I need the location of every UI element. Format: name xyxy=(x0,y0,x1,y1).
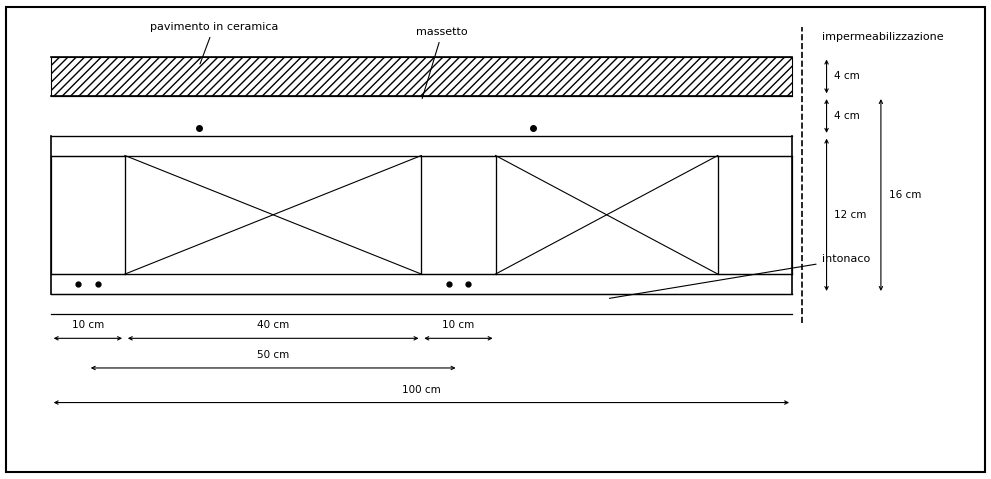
Bar xyxy=(51,156,125,274)
Text: 10 cm: 10 cm xyxy=(442,320,475,331)
Text: pavimento in ceramica: pavimento in ceramica xyxy=(150,22,278,64)
Text: 16 cm: 16 cm xyxy=(889,190,922,200)
Text: 100 cm: 100 cm xyxy=(402,385,441,395)
Bar xyxy=(717,156,792,274)
Bar xyxy=(51,57,792,96)
Text: massetto: massetto xyxy=(416,27,468,99)
Text: 50 cm: 50 cm xyxy=(257,350,289,360)
Text: 12 cm: 12 cm xyxy=(834,210,867,220)
Text: 10 cm: 10 cm xyxy=(71,320,104,331)
Text: impermeabilizzazione: impermeabilizzazione xyxy=(822,32,943,42)
Bar xyxy=(421,156,496,274)
Text: 40 cm: 40 cm xyxy=(257,320,289,331)
Bar xyxy=(51,156,792,274)
Text: intonaco: intonaco xyxy=(609,254,870,298)
Text: 4 cm: 4 cm xyxy=(834,111,860,121)
Text: 4 cm: 4 cm xyxy=(834,71,860,81)
